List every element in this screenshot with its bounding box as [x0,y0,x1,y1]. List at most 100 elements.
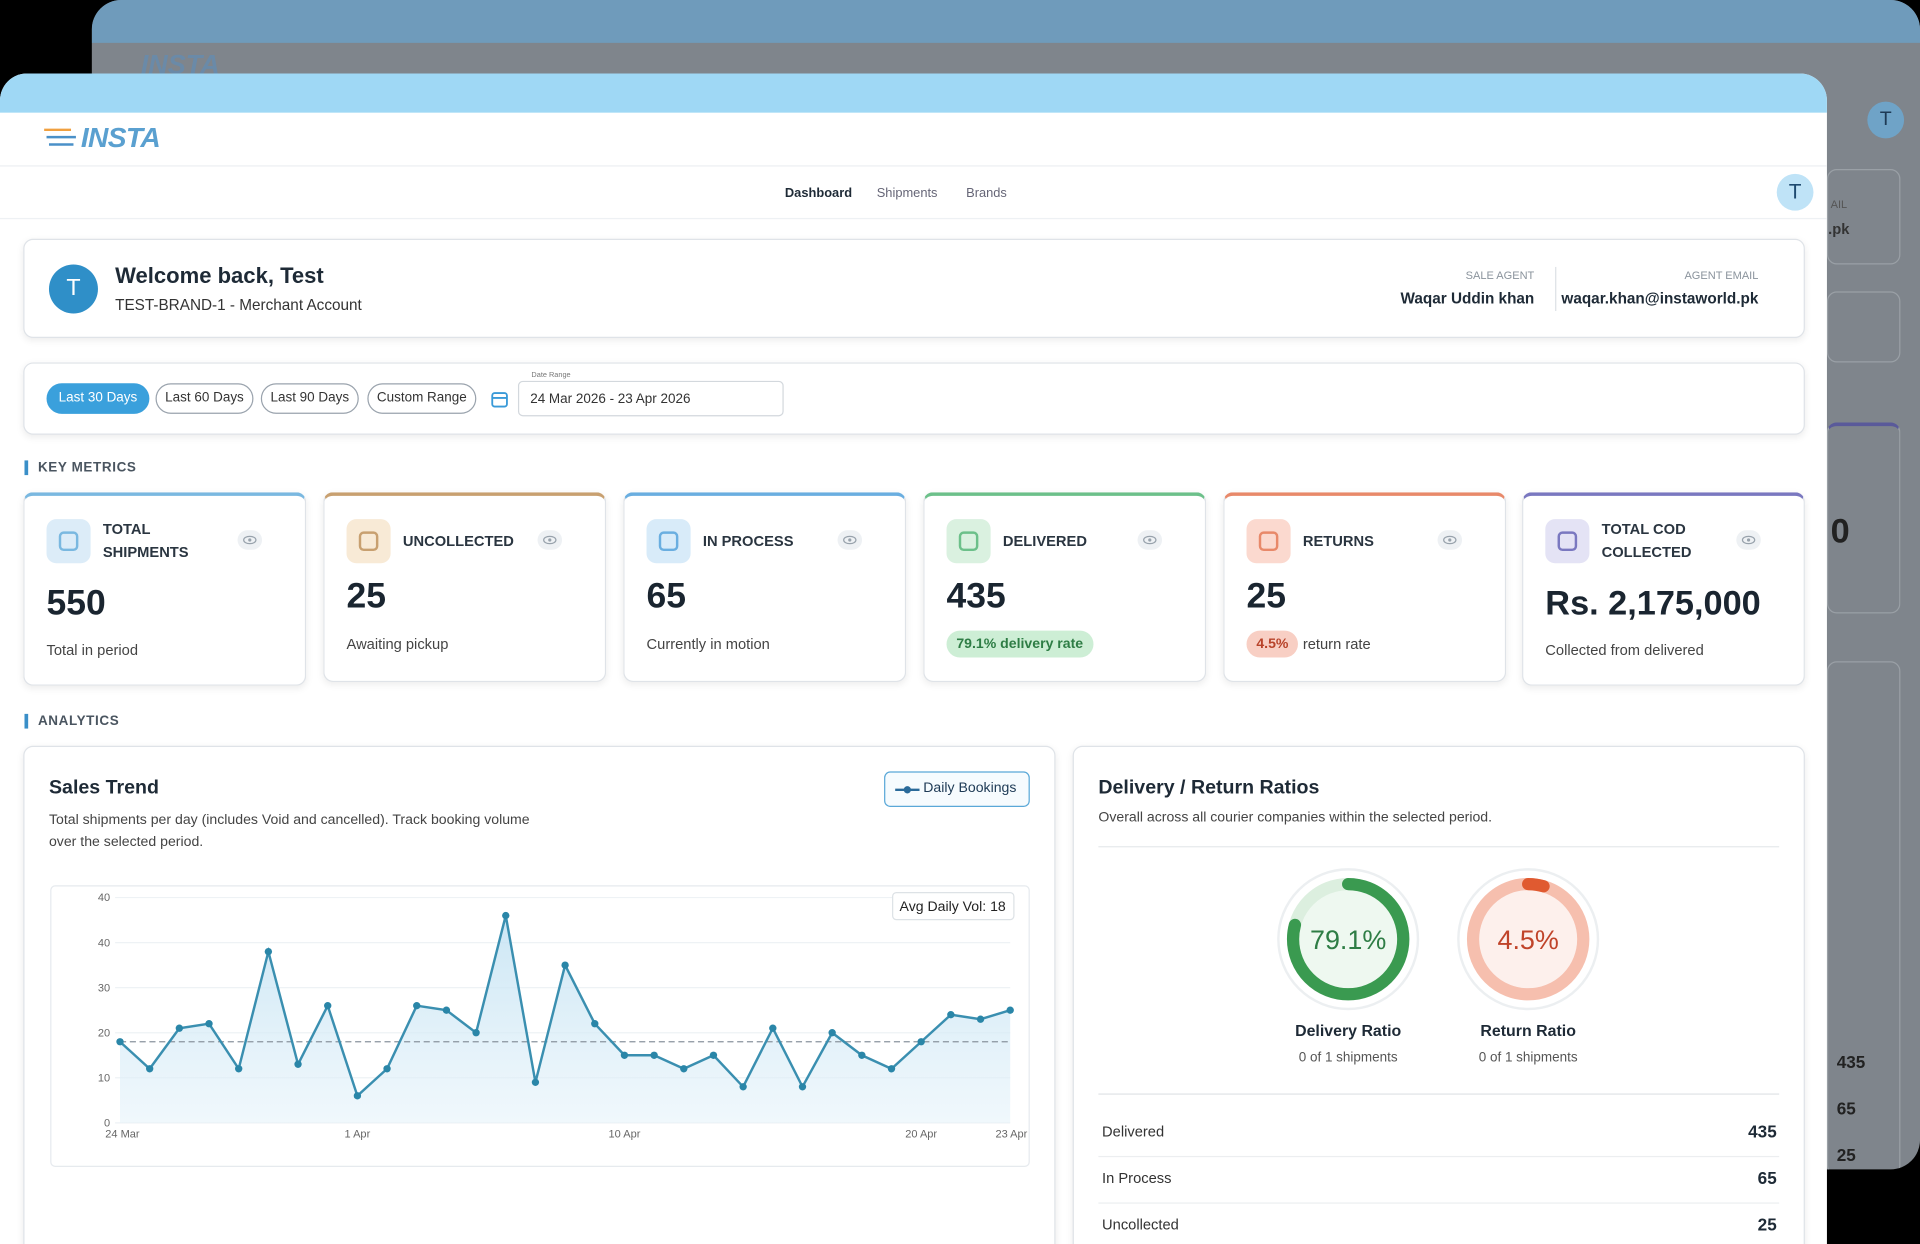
eye-outline [843,535,857,545]
metric-eye[interactable] [237,530,263,550]
row-divider [1098,1202,1780,1204]
button-label: Daily Bookings [923,781,1017,796]
filter-chip[interactable]: Last 60 Days [155,383,254,414]
trend-point [709,1051,718,1059]
y-tick-label: 30 [98,982,110,994]
metric-label: TOTAL SHIPMENTS [102,520,189,561]
section-heading: ANALYTICS [24,713,119,729]
background-topbar [91,0,1920,43]
card-divider [1098,846,1780,848]
metric-caption: Currently in motion [646,635,770,653]
trend-point [769,1024,777,1032]
metric-value: Rs. 2,175,000 [1545,584,1761,623]
welcome-card: T Welcome back, Test TEST-BRAND-1 - Merc… [23,238,1805,338]
eye-pupil [1148,538,1152,542]
metric-glyph-shape [58,531,79,552]
y-tick-label: 0 [104,1118,110,1130]
eye-outline [1143,535,1157,545]
metric-glyph-shape [358,531,379,552]
section-heading: KEY METRICS [24,460,136,476]
trend-point [561,961,569,969]
eye-glyph [243,535,257,545]
trend-point [798,1083,807,1091]
trend-area [120,915,1011,1123]
nav-tab[interactable]: Brands [966,186,1007,201]
trend-point [413,1002,421,1010]
trend-point [620,1051,629,1059]
ratios-card: Delivery / Return Ratios Overall across … [1072,745,1805,1244]
date-label: Date Range [528,372,574,380]
background-text: 0 [1830,511,1850,550]
metric-icon [946,519,991,564]
trend-point [264,947,273,956]
metric-eye[interactable] [1437,530,1463,550]
user-avatar[interactable]: T [1776,173,1814,211]
eye-pupil [248,538,252,542]
eye-glyph [1443,535,1457,545]
donut-arc [1466,877,1590,1001]
eye-glyph [1741,535,1756,545]
y-tick-label: 10 [98,1072,110,1084]
trend-point [353,1092,362,1100]
agent-name: Waqar Uddin khan [1400,290,1535,308]
metric-label: DELIVERED [1002,532,1087,550]
date-input[interactable] [517,380,784,417]
metric-value: 25 [346,576,387,616]
metric-glyph [958,531,979,552]
metric-glyph [658,531,679,552]
trend-point [205,1020,213,1028]
filter-chip[interactable]: Last 90 Days [260,383,359,414]
donut-inner [1479,890,1578,989]
welcome-subtitle: TEST-BRAND-1 - Merchant Account [115,296,362,314]
filter-chip[interactable]: Custom Range [367,383,477,414]
trend-point [739,1083,747,1091]
trend-point [650,1051,658,1059]
welcome-title: Welcome back, Test [115,263,324,288]
metric-label: TOTAL COD COLLECTED [1601,520,1692,561]
logo[interactable]: INSTA [44,118,179,157]
metric-icon [1246,519,1291,564]
donut-arc [1286,877,1410,1001]
background-row-value: 65 [1836,1098,1856,1118]
metric-eye[interactable] [1736,530,1761,550]
row-value: 65 [1757,1168,1777,1188]
background-text: AIL [1830,198,1848,211]
metric-eye[interactable] [537,530,563,550]
trend-point [531,1078,540,1086]
row-value: 435 [1748,1121,1777,1142]
background-card [1826,661,1901,1170]
x-tick-label: 1 Apr [345,1129,371,1141]
eye-outline [543,535,557,545]
eye-pupil [548,538,552,542]
trend-point [175,1024,184,1032]
background-avatar: T [1867,101,1905,139]
metric-glyph [58,531,79,552]
filter-chip[interactable]: Last 30 Days [46,383,150,414]
trend-point [324,1002,332,1010]
avg-label: Avg Daily Vol: 18 [900,898,1006,914]
background-text: .pk [1828,220,1850,238]
card-description: Overall across all courier companies wit… [1098,810,1493,826]
card-title: Delivery / Return Ratios [1098,777,1320,799]
metric-eye[interactable] [837,530,863,550]
daily-bookings-button[interactable]: Daily Bookings [884,771,1030,807]
metric-glyph [358,531,379,552]
nav-tab[interactable]: Dashboard [784,186,853,201]
sales-trend-card: Sales Trend Total shipments per day (inc… [23,745,1056,1244]
metric-card: UNCOLLECTED 25 Awaiting pickup [323,492,607,683]
metric-value: 550 [46,584,106,624]
metric-eye[interactable] [1137,530,1163,550]
ratio-caption: 0 of 1 shipments [1478,1050,1578,1066]
metric-card: IN PROCESS 65 Currently in motion [623,492,907,683]
metric-caption: Awaiting pickup [346,635,449,653]
nav-tab[interactable]: Shipments [876,186,938,201]
trend-point [116,1038,124,1046]
y-tick-label: 40 [98,892,110,904]
eye-glyph [543,535,557,545]
ratio: 79.1% [1275,866,1422,1013]
trend-point [976,1015,985,1023]
metric-card: RETURNS 25 4.5% return rate [1223,492,1507,683]
header-divider [0,165,1827,167]
sales-trend-chart: 0 10 20 30 40 40 24 Mar 1 Apr 10 Apr 20 Apr 23 Apr… [98,892,1028,1141]
